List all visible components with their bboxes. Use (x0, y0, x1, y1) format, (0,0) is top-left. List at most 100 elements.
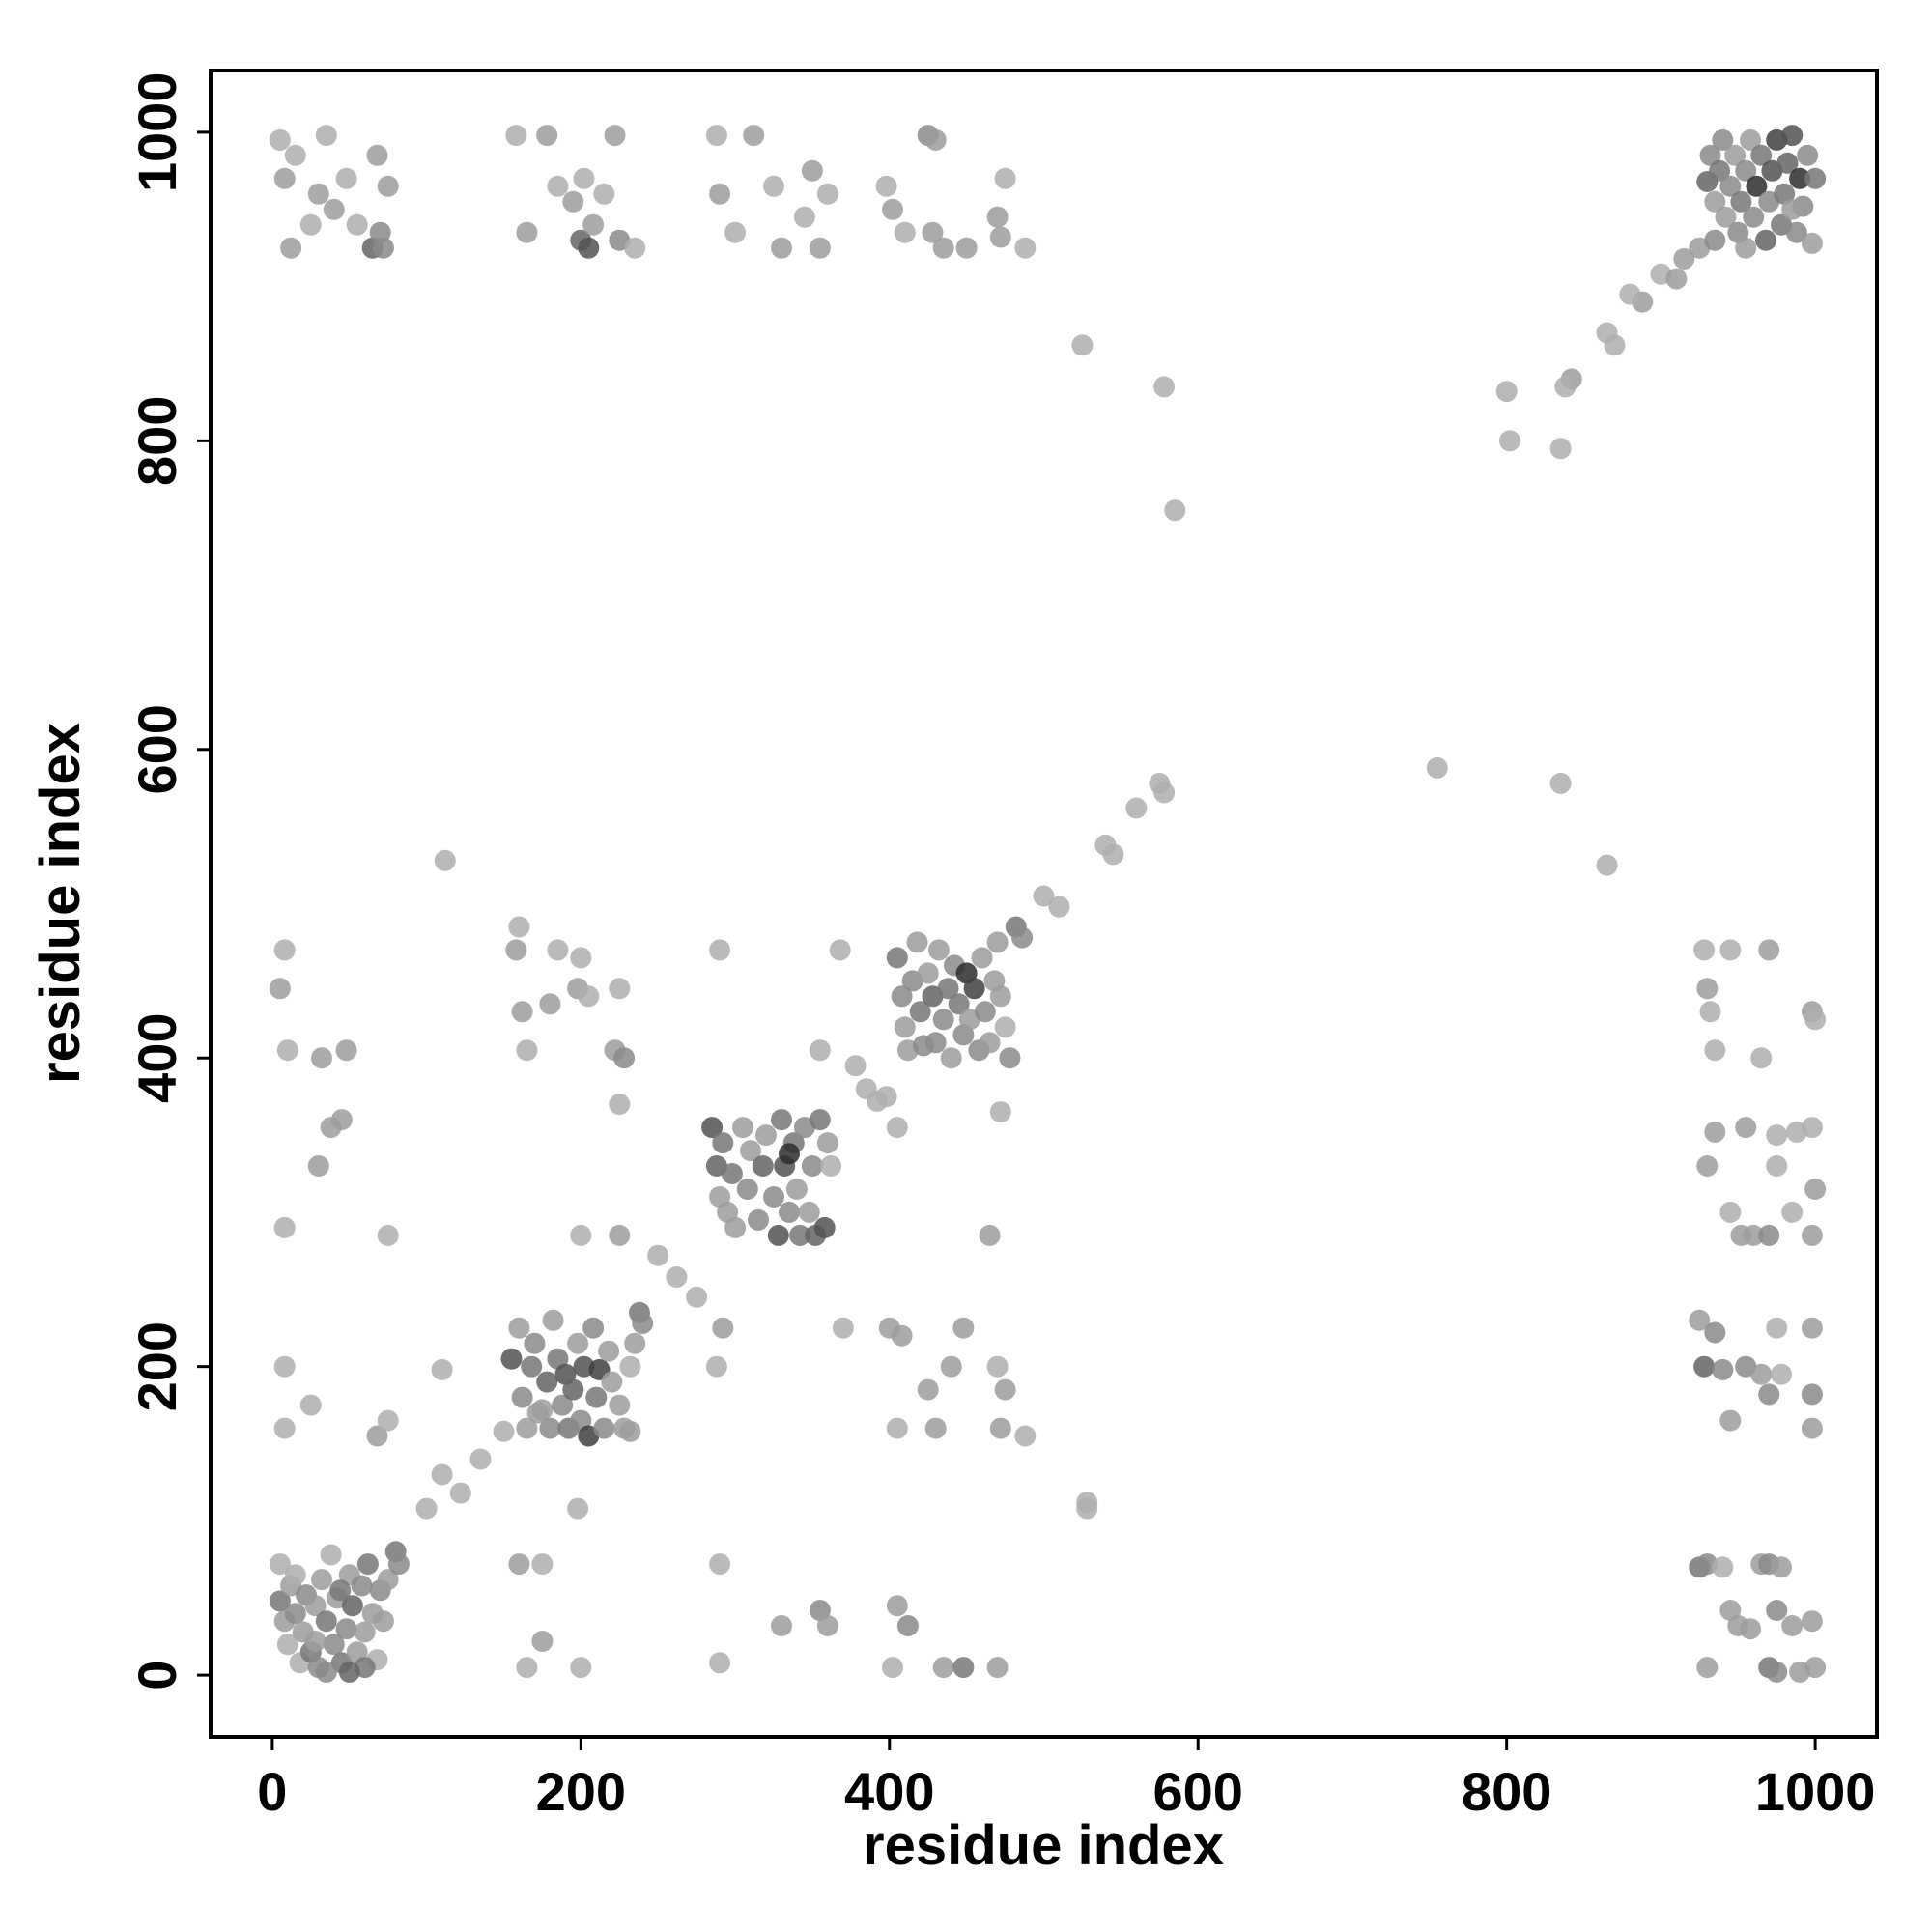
data-point (582, 213, 605, 236)
data-point (1153, 781, 1176, 804)
data-point (1102, 843, 1124, 866)
data-point (536, 1371, 558, 1393)
data-point (539, 1417, 561, 1439)
data-point (1743, 206, 1765, 228)
data-point (986, 931, 1009, 953)
data-point (624, 237, 646, 259)
data-point (816, 1615, 838, 1636)
data-point (816, 183, 838, 205)
x-tick-label: 0 (257, 1761, 287, 1822)
data-point (701, 1117, 724, 1139)
data-point (1673, 247, 1695, 270)
data-point (1789, 167, 1811, 189)
data-point (307, 1155, 329, 1177)
data-point (1696, 1657, 1719, 1679)
data-point (280, 237, 302, 259)
data-point (1014, 237, 1037, 259)
x-axis: 0 200 400 600 800 1000 (257, 1737, 1875, 1822)
data-point (1712, 128, 1734, 151)
data-point (609, 978, 631, 1000)
data-point (909, 1001, 931, 1023)
data-point (1719, 1201, 1742, 1223)
data-point (986, 1355, 1009, 1378)
data-point (1712, 1556, 1734, 1578)
data-point (624, 1332, 646, 1354)
data-point (896, 1615, 919, 1636)
data-point (516, 1417, 538, 1439)
data-point (1758, 1224, 1780, 1246)
data-point (351, 1575, 373, 1597)
data-point (917, 1378, 939, 1401)
data-point (979, 1224, 1001, 1246)
data-point (578, 237, 600, 259)
data-point (284, 144, 306, 166)
data-point (593, 1417, 615, 1439)
data-point (366, 1425, 388, 1447)
data-point (1801, 1117, 1823, 1139)
data-point (647, 1244, 669, 1266)
data-point (273, 939, 296, 961)
data-point (335, 1618, 357, 1640)
data-point (1704, 190, 1726, 213)
data-point (431, 1358, 453, 1380)
data-point (573, 167, 595, 189)
data-point (732, 1117, 753, 1139)
data-point (1750, 1047, 1773, 1069)
data-point (1554, 376, 1577, 398)
y-tick-label: 1000 (127, 72, 187, 193)
data-point (632, 1312, 654, 1334)
data-point (952, 1657, 975, 1679)
data-point (755, 1124, 777, 1147)
data-point (886, 1595, 908, 1617)
data-point (593, 183, 615, 205)
data-point (940, 1355, 962, 1378)
data-point (1426, 756, 1448, 779)
data-point (1781, 1615, 1804, 1636)
data-point (971, 947, 993, 969)
data-point (567, 1332, 589, 1354)
data-point (1696, 978, 1719, 1000)
data-point (598, 1340, 620, 1362)
x-tick-label: 200 (536, 1761, 626, 1822)
data-point (894, 1016, 916, 1038)
data-point (955, 237, 978, 259)
data-point (809, 237, 831, 259)
y-tick-label: 600 (127, 704, 187, 794)
data-point (752, 1155, 774, 1177)
data-point (994, 1016, 1016, 1038)
data-point (1719, 939, 1742, 961)
data-point (582, 1317, 605, 1339)
y-tick-label: 200 (127, 1321, 187, 1411)
data-point (493, 1420, 515, 1442)
data-point (539, 993, 561, 1015)
y-tick-label: 400 (127, 1013, 187, 1103)
data-point (922, 221, 944, 243)
data-point (686, 1286, 708, 1308)
data-point (1771, 1363, 1792, 1385)
data-point (505, 125, 527, 147)
data-point (1740, 1618, 1761, 1640)
data-point (724, 1216, 747, 1238)
data-point (1704, 1321, 1726, 1344)
data-point (1735, 237, 1757, 259)
data-point (1804, 1179, 1827, 1200)
data-point (952, 1317, 975, 1339)
data-point (937, 978, 959, 1000)
data-point (585, 1386, 608, 1408)
data-point (323, 198, 345, 220)
data-point (547, 939, 569, 961)
data-point (1801, 232, 1823, 254)
data-point (330, 1109, 353, 1131)
data-point (619, 1420, 641, 1442)
data-point (1549, 438, 1572, 460)
data-point (273, 1417, 296, 1439)
data-point (415, 1497, 438, 1520)
data-point (284, 1564, 306, 1586)
data-point (511, 1386, 533, 1408)
data-point (562, 1378, 584, 1401)
data-point (986, 206, 1009, 228)
data-point (1076, 1492, 1098, 1514)
data-point (346, 213, 368, 236)
data-point (994, 167, 1016, 189)
